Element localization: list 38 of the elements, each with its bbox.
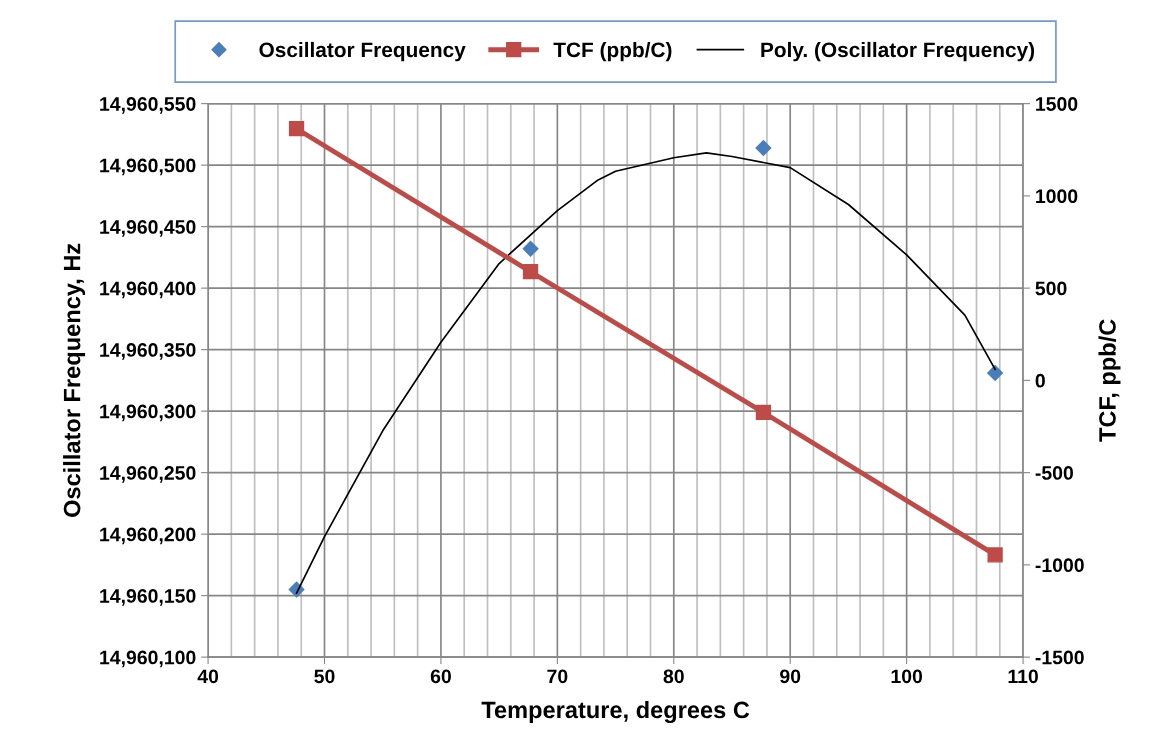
y-tick-label: 14,960,150: [100, 589, 196, 606]
y2-tick-label: 500: [1035, 281, 1067, 296]
legend-label: Oscillator Frequency: [259, 41, 466, 62]
legend-label: Poly. (Oscillator Frequency): [761, 41, 1035, 62]
y2-tick-label: 1500: [1036, 97, 1078, 111]
x-tick-label: 70: [547, 669, 568, 684]
y-tick-label: 14,960,100: [100, 650, 196, 668]
y2-axis-title: TCF, ppb/C: [1098, 319, 1121, 442]
y-tick-label: 14,960,350: [100, 343, 196, 360]
x-axis-title: Temperature, degrees C: [481, 700, 750, 724]
y-tick-label: 14,960,200: [100, 527, 196, 545]
x-tick-label: 40: [197, 669, 219, 684]
y-axis-title: Oscillator Frequency, Hz: [63, 243, 86, 517]
y2-tick-label: 1000: [1036, 189, 1078, 204]
y-tick-label: 14,960,400: [100, 281, 196, 299]
y2-tick-label: 0: [1035, 373, 1045, 388]
x-tick-label: 90: [780, 669, 801, 684]
legend-label: TCF (ppb/C): [553, 41, 672, 62]
y2-tick-label: -1500: [1035, 650, 1084, 665]
y2-tick-label: -500: [1035, 466, 1073, 480]
x-tick-label: 60: [430, 669, 451, 684]
x-tick-label: 100: [891, 669, 923, 684]
y-tick-label: 14,960,500: [100, 158, 196, 176]
x-tick-label: 80: [663, 669, 684, 684]
y-tick-label: 14,960,450: [100, 220, 196, 237]
y-tick-label: 14,960,250: [100, 466, 196, 483]
y-tick-label: 14,960,300: [100, 404, 196, 422]
point: [288, 121, 305, 137]
point: [986, 364, 1004, 382]
point: [522, 264, 539, 280]
x-tick-label: 110: [1008, 669, 1038, 684]
x-tick-label: 50: [314, 669, 335, 684]
point: [522, 240, 539, 257]
point: [987, 547, 1003, 563]
point: [755, 139, 772, 157]
y2-tick-label: -1000: [1035, 558, 1084, 573]
point: [755, 404, 772, 421]
y-tick-label: 14,960,550: [100, 97, 196, 114]
